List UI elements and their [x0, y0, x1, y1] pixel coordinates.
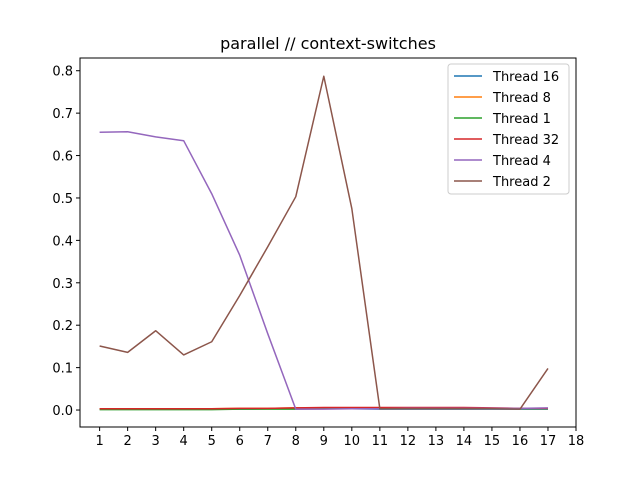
x-tick-label: 16 — [512, 434, 529, 449]
x-tick-label: 12 — [400, 434, 417, 449]
y-tick-label: 0.3 — [52, 277, 73, 292]
legend: Thread 16 Thread 8 Thread 1 Thread 32 Thread… — [447, 63, 570, 195]
x-tick-label: 4 — [180, 434, 188, 449]
y-tick-label: 0.7 — [52, 107, 73, 122]
x-tick-label: 15 — [484, 434, 501, 449]
x-tick-label: 13 — [428, 434, 445, 449]
x-tick-label: 17 — [540, 434, 557, 449]
legend-entry-label: Thread 8 — [492, 91, 551, 106]
y-tick-label: 0.6 — [52, 150, 73, 165]
x-axis: 1 2 3 4 5 6 7 8 9 10 11 12 13 14 15 16 17 18 — [95, 427, 584, 449]
y-tick-label: 0.4 — [52, 234, 73, 249]
x-tick-label: 8 — [292, 434, 300, 449]
legend-entry-label: Thread 2 — [492, 175, 551, 190]
x-tick-label: 10 — [344, 434, 361, 449]
plot-frame — [79, 57, 577, 428]
legend-entry-label: Thread 4 — [492, 154, 551, 169]
y-tick-label: 0.1 — [52, 362, 73, 377]
y-axis: 0.0 0.1 0.2 0.3 0.4 0.5 0.6 0.7 0.8 — [52, 65, 80, 419]
x-tick-label: 14 — [456, 434, 473, 449]
y-tick-label: 0.2 — [52, 319, 73, 334]
legend-entry-label: Thread 32 — [492, 133, 559, 148]
x-tick-label: 9 — [320, 434, 328, 449]
legend-entry-label: Thread 1 — [492, 112, 551, 127]
x-tick-label: 7 — [264, 434, 272, 449]
y-tick-label: 0.8 — [52, 65, 73, 80]
y-tick-label: 0.0 — [52, 404, 73, 419]
chart-title: parallel // context-switches — [220, 34, 436, 53]
legend-entry-label: Thread 16 — [492, 70, 559, 85]
x-tick-label: 1 — [95, 434, 103, 449]
plot-lines — [99, 75, 549, 411]
x-tick-label: 2 — [123, 434, 131, 449]
series-line-thread-2 — [99, 75, 549, 410]
x-tick-label: 6 — [236, 434, 244, 449]
x-tick-label: 18 — [568, 434, 585, 449]
x-tick-label: 11 — [372, 434, 389, 449]
x-tick-label: 5 — [208, 434, 216, 449]
x-tick-label: 3 — [152, 434, 160, 449]
y-tick-label: 0.5 — [52, 192, 73, 207]
